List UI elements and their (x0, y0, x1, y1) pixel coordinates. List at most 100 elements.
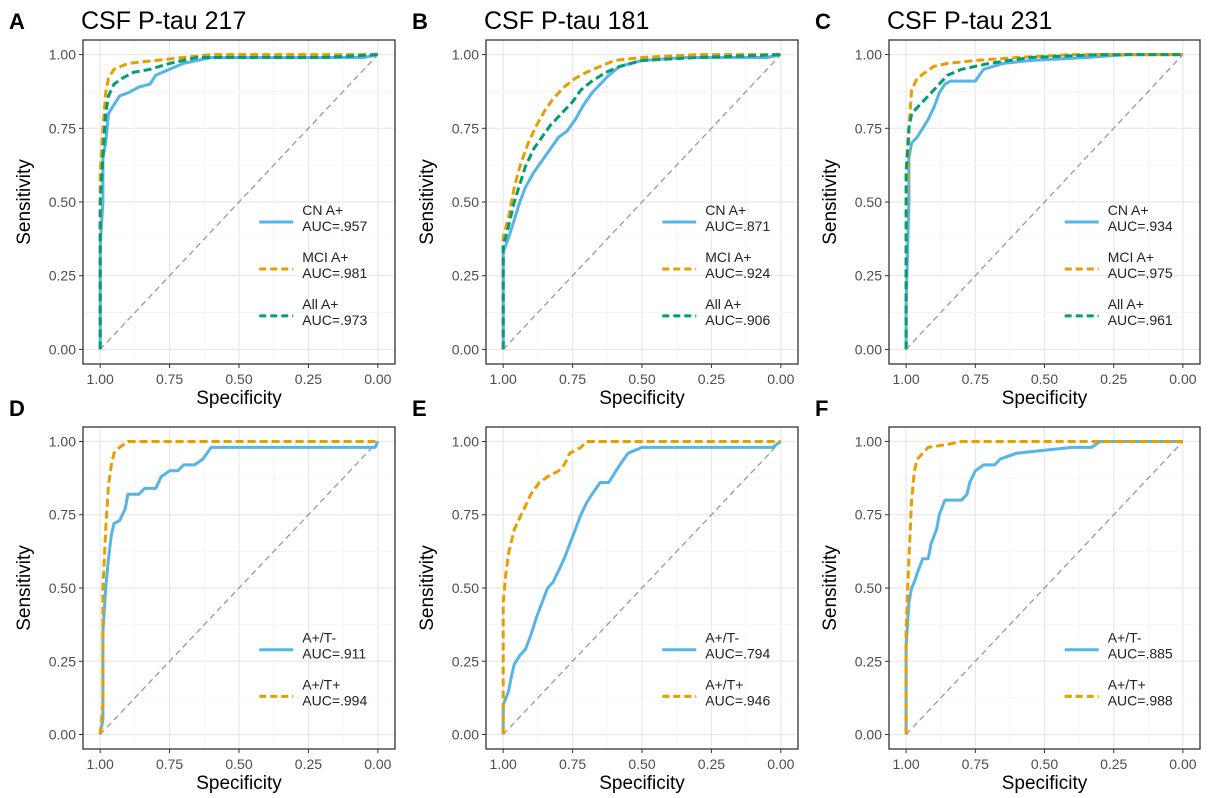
gridlines (889, 427, 1200, 749)
legend-auc: AUC=.911 (302, 646, 366, 662)
y-axis-label: Sensitivity (14, 545, 35, 631)
legend-auc: AUC=.961 (1108, 312, 1173, 328)
x-tick-label: 0.75 (156, 756, 183, 772)
y-tick-label: 0.00 (855, 341, 882, 357)
legend: CN A+AUC=.957 MCI A+AUC=.981 All A+AUC=.97… (259, 202, 367, 328)
x-tick-label: 1.00 (490, 756, 517, 772)
chance-diagonal (99, 54, 379, 350)
legend-auc: AUC=.885 (1108, 646, 1173, 662)
roc-panel-e: E 0.00 0.25 0.50 0.75 1.00 1.00 0.75 0.50 0.25 0.0… (412, 396, 799, 794)
roc-panel-c: C CSF P-tau 231 0.00 0.25 0.50 0.75 1.00 1.00 0.… (815, 7, 1201, 409)
y-axis-label: Sensitivity (820, 159, 841, 245)
legend-auc: AUC=.975 (1108, 265, 1173, 281)
x-tick-label: 0.25 (295, 756, 322, 772)
x-tick-label: 0.50 (628, 371, 655, 387)
legend-series-name: CN A+ (705, 202, 746, 218)
y-tick-label: 0.25 (855, 653, 882, 669)
roc-curve-2 (904, 440, 1183, 735)
legend-auc: AUC=.973 (302, 312, 367, 328)
legend-auc: AUC=.924 (705, 265, 770, 281)
x-tick-label: 1.00 (892, 371, 919, 387)
y-tick-label: 0.00 (49, 727, 76, 743)
chance-diagonal (502, 54, 782, 350)
roc-panel-d: D 0.00 0.25 0.50 0.75 1.00 1.00 0.75 0.50 0.25 0.0… (9, 396, 396, 794)
panel-border (82, 426, 396, 750)
roc-curve-2 (98, 53, 378, 350)
gridlines (486, 40, 798, 364)
x-tick-label: 0.75 (559, 756, 586, 772)
panel-border (485, 39, 799, 365)
y-tick-label: 0.75 (49, 507, 76, 523)
x-tick-label: 0.75 (156, 371, 183, 387)
x-axis-label: Specificity (196, 773, 282, 794)
x-axis-label: Specificity (1002, 773, 1088, 794)
y-tick-label: 0.75 (855, 120, 882, 136)
x-tick-label: 0.50 (1031, 371, 1058, 387)
y-axis-label: Sensitivity (14, 159, 35, 245)
x-tick-label: 0.25 (1100, 756, 1127, 772)
y-tick-label: 0.25 (452, 653, 479, 669)
legend-auc: AUC=.934 (1108, 218, 1173, 234)
roc-curve-1 (501, 440, 782, 735)
y-tick-label: 1.00 (855, 433, 882, 449)
roc-panel-a: A CSF P-tau 217 0.00 0.25 0.50 0.75 1.00 1.00 0.… (9, 7, 396, 409)
panel-border (888, 39, 1201, 365)
x-tick-label: 1.00 (87, 371, 114, 387)
panel-title: CSF P-tau 181 (484, 7, 649, 35)
x-tick-label: 0.50 (225, 756, 252, 772)
y-tick-label: 0.25 (49, 653, 76, 669)
roc-curve-3 (98, 53, 378, 350)
x-tick-label: 0.50 (1031, 756, 1058, 772)
roc-curve-2 (501, 440, 781, 735)
y-tick-label: 0.75 (49, 120, 76, 136)
x-tick-label: 0.25 (698, 756, 725, 772)
roc-curve-2 (904, 53, 1183, 350)
y-axis-label: Sensitivity (820, 545, 841, 631)
legend-auc: AUC=.946 (705, 692, 770, 708)
roc-panel-f: F 0.00 0.25 0.50 0.75 1.00 1.00 0.75 0.50 0.25 0.0… (815, 396, 1201, 794)
panel-letter: C (815, 9, 831, 34)
legend: CN A+AUC=.934 MCI A+AUC=.975 All A+AUC=.96… (1064, 202, 1173, 328)
roc-panel-b: B CSF P-tau 181 0.00 0.25 0.50 0.75 1.00 1.00 0.… (412, 7, 799, 409)
roc-curve-3 (501, 53, 781, 350)
legend-series-name: CN A+ (1108, 202, 1149, 218)
roc-curve-2 (501, 53, 781, 350)
panel-border (485, 426, 799, 750)
y-tick-label: 0.50 (855, 194, 882, 210)
legend-series-name: All A+ (302, 296, 338, 312)
legend-auc: AUC=.906 (705, 312, 770, 328)
panel-title: CSF P-tau 217 (81, 7, 246, 35)
x-tick-label: 0.75 (962, 371, 989, 387)
legend: A+/T-AUC=.885 A+/T+AUC=.988 (1064, 630, 1173, 708)
chance-diagonal (502, 441, 782, 735)
legend-series-name: A+/T- (1108, 630, 1142, 646)
x-tick-label: 0.00 (767, 756, 794, 772)
x-tick-label: 0.75 (962, 756, 989, 772)
x-tick-label: 1.00 (490, 371, 517, 387)
panel-letter: D (9, 396, 25, 421)
y-tick-label: 0.50 (452, 194, 479, 210)
y-tick-label: 1.00 (49, 47, 76, 63)
y-tick-label: 0.50 (452, 580, 479, 596)
y-tick-label: 0.25 (49, 268, 76, 284)
legend: CN A+AUC=.871 MCI A+AUC=.924 All A+AUC=.90… (662, 202, 770, 328)
legend-auc: AUC=.871 (705, 218, 770, 234)
y-tick-label: 0.00 (452, 727, 479, 743)
x-tick-label: 0.50 (628, 756, 655, 772)
x-tick-label: 0.25 (295, 371, 322, 387)
x-axis-label: Specificity (1002, 388, 1088, 409)
legend-series-name: MCI A+ (1108, 249, 1154, 265)
x-tick-label: 1.00 (892, 756, 919, 772)
y-tick-label: 0.75 (452, 507, 479, 523)
x-axis-label: Specificity (599, 773, 685, 794)
x-axis-label: Specificity (599, 388, 685, 409)
y-tick-label: 0.50 (855, 580, 882, 596)
x-tick-label: 0.00 (1169, 371, 1196, 387)
y-tick-label: 0.00 (855, 727, 882, 743)
legend-series-name: MCI A+ (302, 249, 348, 265)
y-tick-label: 0.75 (855, 507, 882, 523)
x-tick-label: 0.25 (1100, 371, 1127, 387)
y-tick-label: 0.50 (49, 580, 76, 596)
legend-auc: AUC=.981 (302, 265, 367, 281)
panel-title: CSF P-tau 231 (887, 7, 1052, 35)
